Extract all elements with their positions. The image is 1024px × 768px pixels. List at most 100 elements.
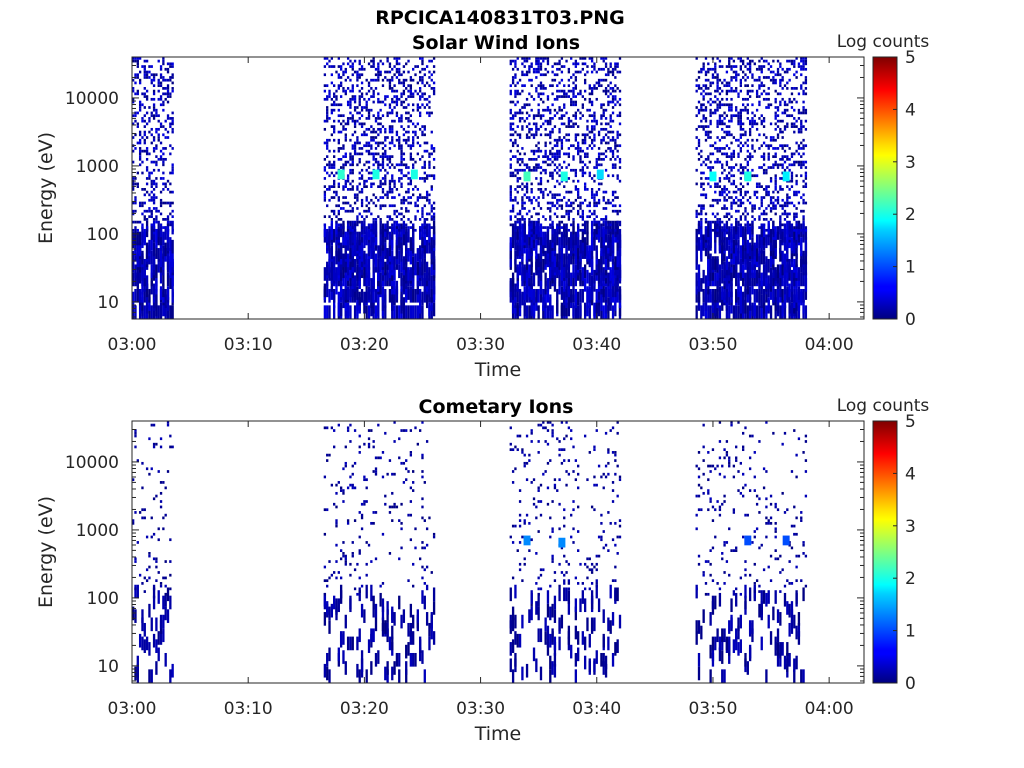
heatmap-cell [709, 267, 712, 281]
heatmap-cell [530, 198, 533, 202]
heatmap-cell [600, 141, 603, 145]
heatmap-cell [333, 182, 336, 186]
heatmap-cell [588, 215, 591, 219]
heatmap-cell [760, 223, 763, 238]
heatmap-cell [700, 218, 703, 221]
heatmap-cell [614, 144, 617, 148]
heatmap-cell [141, 204, 144, 208]
heatmap-cell [351, 95, 354, 98]
heatmap-cell [337, 84, 340, 88]
heatmap-cell [781, 198, 784, 202]
heatmap-cell [769, 253, 773, 268]
heatmap-cell [377, 144, 380, 148]
heatmap-cell [136, 125, 139, 128]
heatmap-cell [328, 138, 331, 142]
heatmap-cell [746, 190, 749, 194]
heatmap-cell [737, 250, 740, 265]
heatmap-cell [772, 288, 775, 303]
heatmap-cell [723, 190, 726, 194]
heatmap-cell [353, 122, 357, 126]
heatmap-cell [400, 119, 403, 123]
heatmap-cell [372, 95, 375, 98]
heatmap-cell [746, 280, 749, 295]
heatmap-cell [407, 209, 410, 213]
heatmap-cell [353, 149, 357, 153]
heatmap-cell [762, 196, 766, 199]
heatmap-cell [583, 89, 587, 93]
heatmap-cell [574, 111, 578, 115]
heatmap-cell [558, 163, 561, 167]
heatmap-cell [330, 209, 334, 213]
heatmap-cell [432, 248, 436, 262]
heatmap-cell [616, 226, 619, 229]
heatmap-cell [781, 136, 784, 139]
heatmap-cell [141, 264, 144, 279]
heatmap-cell [326, 155, 329, 158]
heatmap-cell [767, 275, 770, 289]
heatmap-cell [381, 141, 385, 145]
heatmap-cell [342, 207, 345, 210]
heatmap-cell [542, 226, 545, 229]
heatmap-cell [716, 198, 719, 202]
heatmap-cell [618, 97, 622, 101]
heatmap-cell [141, 201, 144, 205]
heatmap-cell [405, 78, 408, 82]
heatmap-cell [760, 67, 763, 71]
heatmap-cell [609, 138, 612, 142]
heatmap-cell [797, 305, 801, 319]
heatmap-cell [577, 226, 580, 229]
heatmap-cell [391, 97, 394, 101]
heatmap-cell [171, 81, 174, 85]
heatmap-cell [593, 220, 596, 224]
heatmap-cell [739, 147, 742, 150]
heatmap-cell [367, 89, 371, 93]
heatmap-cell [744, 130, 747, 134]
heatmap-cell [779, 223, 782, 227]
heatmap-cell [704, 163, 708, 167]
heatmap-cell [145, 190, 149, 194]
heatmap-cell [563, 122, 566, 126]
heatmap-cell [381, 114, 385, 118]
heatmap-cell [751, 215, 754, 219]
heatmap-cell [700, 119, 703, 123]
heatmap-cell [695, 272, 698, 287]
heatmap-cell [166, 237, 170, 251]
heatmap-cell [166, 256, 170, 270]
heatmap-cell [138, 103, 142, 107]
heatmap-cell [581, 267, 584, 281]
heatmap-cell [604, 117, 608, 120]
heatmap-cell [758, 288, 761, 303]
heatmap-cell [150, 81, 153, 85]
heatmap-cell [769, 65, 773, 68]
heatmap-cell [795, 76, 798, 79]
heatmap-cell [518, 136, 522, 139]
heatmap-cell [326, 141, 329, 145]
heatmap-cell [521, 57, 524, 60]
heatmap-cell [786, 155, 789, 158]
heatmap-cell [344, 127, 347, 131]
heatmap-cell [525, 59, 529, 63]
heatmap-cell [323, 305, 327, 319]
heatmap-cell [560, 204, 564, 208]
heatmap-cell [159, 198, 163, 202]
heatmap-cell [593, 136, 596, 139]
heatmap-cell [143, 149, 146, 153]
heatmap-cell [611, 87, 615, 90]
heatmap-cell [166, 84, 170, 88]
heatmap-cell [570, 223, 573, 227]
heatmap-cell [786, 201, 789, 205]
heatmap-cell [344, 89, 347, 93]
heatmap-cell [381, 177, 385, 180]
heatmap-cell [588, 171, 591, 175]
heatmap-cell [597, 258, 601, 273]
heatmap-cell [790, 92, 794, 96]
heatmap-cell [718, 117, 722, 120]
heatmap-cell [379, 127, 382, 131]
heatmap-cell [560, 231, 564, 246]
heatmap-cell [744, 223, 747, 227]
heatmap-cell [143, 95, 146, 98]
heatmap-cell [597, 133, 601, 137]
heatmap-cell [521, 261, 524, 276]
heatmap-cell [797, 267, 801, 281]
